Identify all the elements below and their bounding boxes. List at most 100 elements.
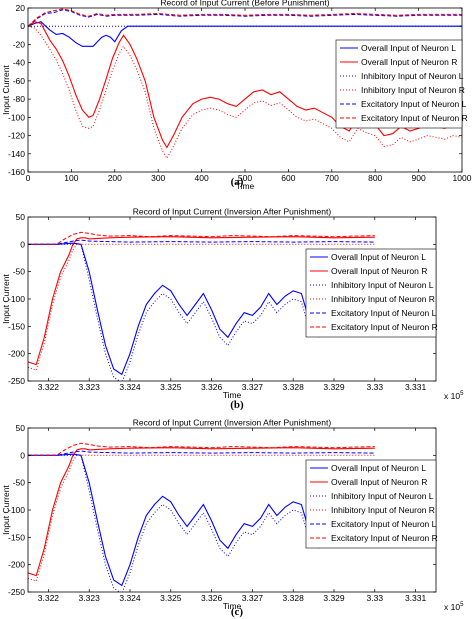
y-tick-label: -100 — [8, 505, 25, 515]
chart-panel-0: Record of Input Current (Before Punishme… — [1, 0, 472, 191]
y-tick-label: -20 — [13, 39, 26, 49]
legend-entry: Excitatory Input of Neuron R — [331, 533, 438, 543]
y-tick-label: -200 — [8, 349, 25, 359]
series-line-4 — [28, 450, 375, 456]
legend-entry: Overall Input of Neuron L — [331, 463, 426, 473]
y-tick-label: -140 — [8, 149, 25, 159]
legend-entry: Inhibitory Input of Neuron L — [361, 71, 464, 81]
legend-entry: Excitatory Input of Neuron L — [331, 519, 437, 529]
y-tick-label: 0 — [20, 450, 25, 460]
y-tick-label: -120 — [8, 131, 25, 141]
y-tick-label: -40 — [13, 58, 26, 68]
y-axis-label: Input Current — [1, 274, 11, 324]
legend-entry: Excitatory Input of Neuron L — [331, 308, 437, 318]
x-tick-label: 3.327 — [242, 593, 264, 603]
x-tick-label: 0 — [26, 173, 31, 183]
legend-entry: Inhibitory Input of Neuron L — [331, 491, 434, 501]
x-tick-label: 1000 — [453, 173, 472, 183]
legend-entry: Excitatory Input of Neuron R — [361, 113, 468, 123]
x-tick-label: 3.33 — [367, 382, 384, 392]
y-tick-label: 0 — [20, 239, 25, 249]
series-line-4 — [28, 9, 462, 27]
legend-entry: Overall Input of Neuron L — [361, 43, 456, 53]
legend-entry: Overall Input of Neuron L — [331, 252, 426, 262]
x-tick-label: 3.324 — [119, 382, 141, 392]
y-axis-label: Input Current — [1, 485, 11, 535]
series-line-4 — [28, 239, 375, 245]
x-tick-label: 200 — [108, 173, 122, 183]
x-tick-label: 3.331 — [405, 382, 427, 392]
chart-title: Record of Input Current (Inversion After… — [133, 418, 332, 428]
y-tick-label: 20 — [16, 3, 26, 13]
series-line-1 — [28, 236, 375, 366]
legend-box — [305, 248, 437, 338]
y-tick-label: 50 — [16, 423, 26, 433]
legend-entry: Inhibitory Input of Neuron L — [331, 280, 434, 290]
x-tick-label: 3.326 — [201, 382, 223, 392]
y-tick-label: -150 — [8, 532, 25, 542]
series-line-1 — [28, 447, 375, 577]
x-multiplier: x 105 — [444, 602, 464, 612]
y-tick-label: -50 — [13, 478, 26, 488]
x-tick-label: 3.322 — [38, 382, 60, 392]
chart-panel-2: Record of Input Current (Inversion After… — [1, 418, 464, 619]
series-line-5 — [28, 442, 375, 456]
legend-entry: Inhibitory Input of Neuron R — [331, 505, 435, 515]
y-tick-label: -160 — [8, 167, 25, 177]
x-tick-label: 3.325 — [160, 382, 182, 392]
legend-entry: Overall Input of Neuron R — [331, 477, 427, 487]
y-tick-label: -200 — [8, 560, 25, 570]
x-tick-label: 3.326 — [201, 593, 223, 603]
x-tick-label: 800 — [368, 173, 382, 183]
legend-entry: Inhibitory Input of Neuron R — [331, 294, 435, 304]
x-tick-label: 3.327 — [242, 382, 264, 392]
x-axis-label: Time — [236, 181, 255, 191]
legend-entry: Overall Input of Neuron R — [361, 57, 457, 67]
x-tick-label: 500 — [238, 173, 252, 183]
legend-entry: Excitatory Input of Neuron R — [331, 322, 438, 332]
x-tick-label: 3.324 — [119, 593, 141, 603]
y-axis-label: Input Current — [1, 65, 11, 115]
x-axis-label: Time — [223, 601, 242, 611]
x-tick-label: 600 — [281, 173, 295, 183]
x-tick-label: 100 — [64, 173, 78, 183]
series-line-5 — [28, 231, 375, 245]
x-tick-label: 700 — [325, 173, 339, 183]
legend-box — [335, 39, 463, 129]
x-tick-label: 3.323 — [79, 593, 101, 603]
x-tick-label: 300 — [151, 173, 165, 183]
legend-entry: Excitatory Input of Neuron L — [361, 99, 467, 109]
x-tick-label: 3.328 — [283, 382, 305, 392]
panel-caption: (c) — [231, 606, 244, 618]
x-multiplier: x 105 — [444, 391, 464, 401]
y-tick-label: -250 — [8, 587, 25, 597]
legend-box — [305, 459, 437, 549]
legend-entry: Inhibitory Input of Neuron R — [361, 85, 465, 95]
y-tick-label: -250 — [8, 376, 25, 386]
chart-title: Record of Input Current (Before Punishme… — [160, 0, 329, 8]
y-tick-label: -60 — [13, 76, 26, 86]
x-tick-label: 400 — [195, 173, 209, 183]
y-tick-label: -80 — [13, 94, 26, 104]
x-tick-label: 3.322 — [38, 593, 60, 603]
panel-caption: (b) — [230, 399, 244, 411]
series-line-3 — [28, 454, 375, 582]
series-line-1 — [28, 21, 462, 149]
chart-panel-1: Record of Input Current (Inversion After… — [1, 207, 464, 412]
y-tick-label: -100 — [8, 294, 25, 304]
y-tick-label: -50 — [13, 267, 26, 277]
chart-title: Record of Input Current (Inversion After… — [133, 207, 332, 217]
x-tick-label: 3.331 — [405, 593, 427, 603]
series-line-5 — [28, 8, 462, 27]
y-tick-label: 50 — [16, 212, 26, 222]
y-tick-label: -100 — [8, 112, 25, 122]
series-line-3 — [28, 243, 375, 371]
x-axis-label: Time — [223, 390, 242, 400]
x-tick-label: 3.329 — [323, 382, 345, 392]
y-tick-label: 0 — [20, 21, 25, 31]
x-tick-label: 3.325 — [160, 593, 182, 603]
x-tick-label: 3.323 — [79, 382, 101, 392]
series-line-3 — [28, 25, 462, 160]
y-tick-label: -150 — [8, 321, 25, 331]
